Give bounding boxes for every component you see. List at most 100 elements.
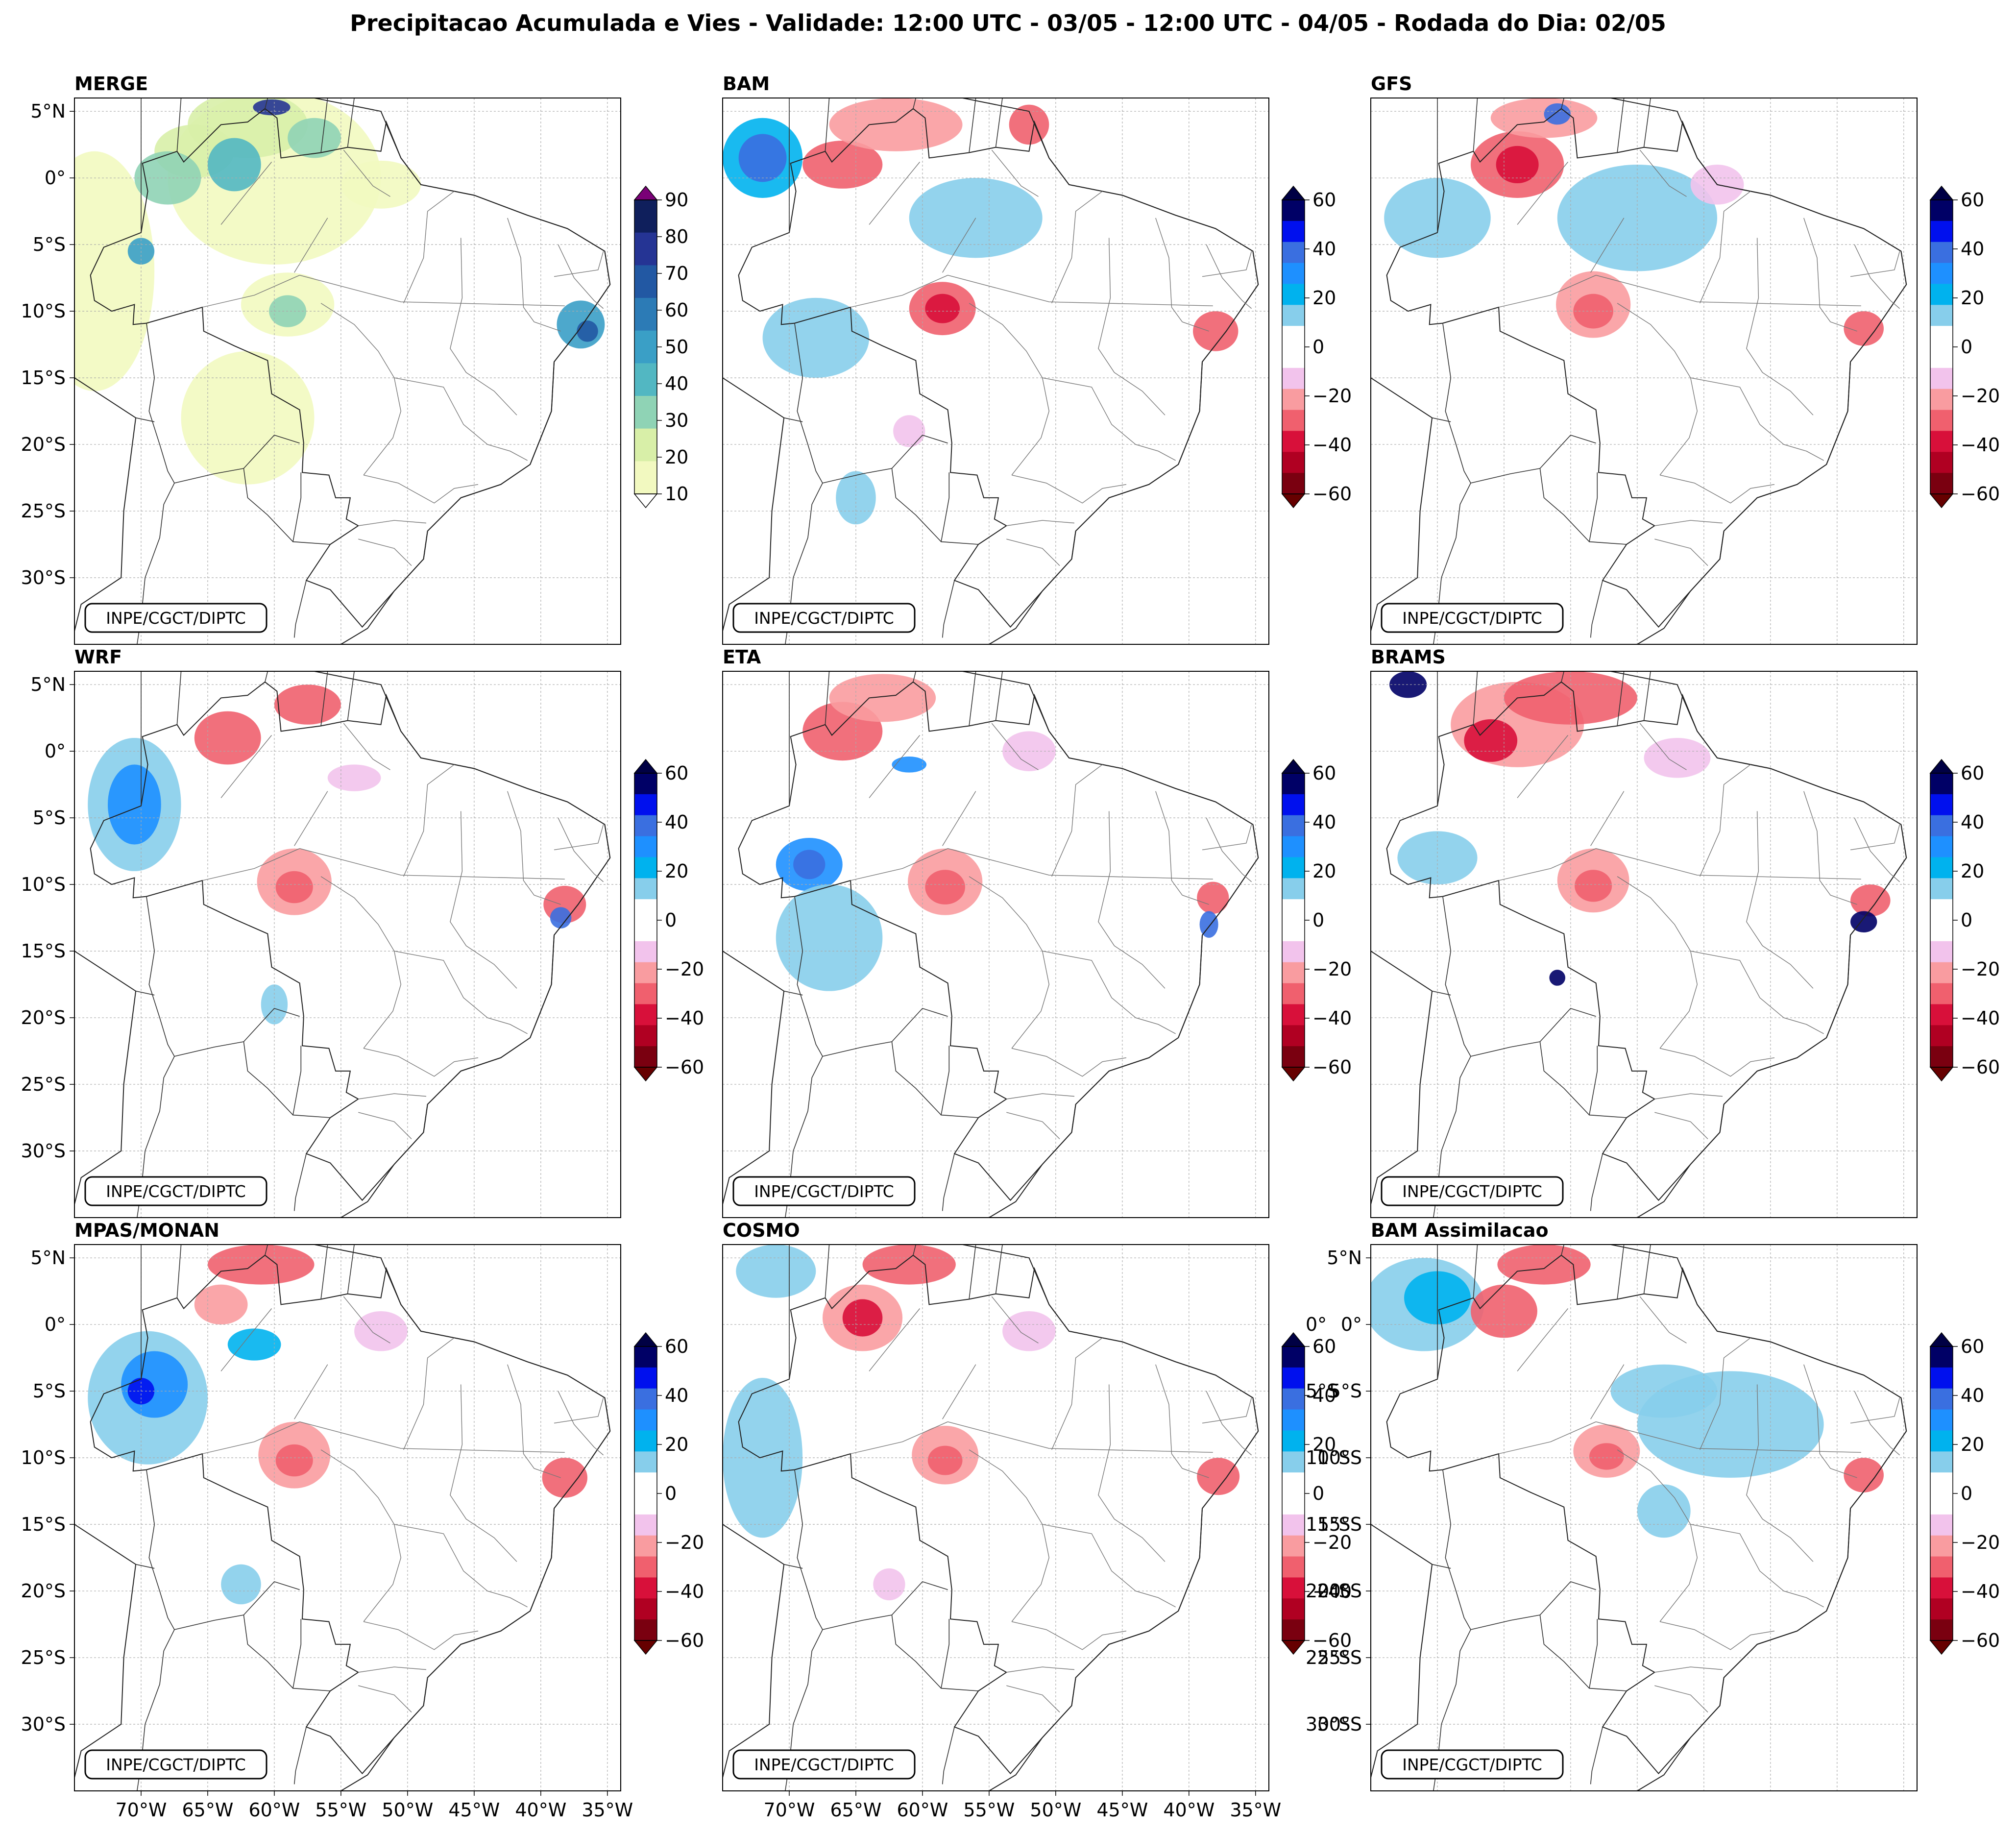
state-border bbox=[1654, 538, 1708, 566]
country-border bbox=[913, 1245, 917, 1255]
lat-tick-label: 20°S bbox=[1317, 1580, 1362, 1602]
credit-frame bbox=[732, 603, 916, 633]
state-border bbox=[1517, 1308, 1569, 1371]
lon-tick-label: 40°W bbox=[1163, 1799, 1214, 1821]
state-border bbox=[1098, 811, 1166, 989]
country-border bbox=[825, 671, 830, 725]
colorbar-bin bbox=[634, 461, 657, 494]
colorbar-bin bbox=[1282, 305, 1305, 326]
colorbar-tick-label: −60 bbox=[1961, 1630, 2000, 1651]
colorbar-tick-label: 60 bbox=[665, 299, 688, 321]
country-border bbox=[243, 1041, 293, 1116]
colorbar-bin bbox=[1930, 1346, 1953, 1368]
state-border bbox=[363, 474, 479, 504]
colorbar-bin bbox=[634, 815, 657, 837]
lat-tick-label: 10°S bbox=[21, 874, 66, 895]
state-border bbox=[969, 1449, 1050, 1622]
state-border bbox=[358, 520, 427, 526]
precip-blob bbox=[253, 99, 291, 116]
country-border bbox=[1539, 1008, 1596, 1042]
precip-blob bbox=[1497, 1245, 1591, 1285]
colorbar-bin bbox=[1282, 284, 1305, 305]
colorbar-extend-min bbox=[1929, 1640, 1954, 1655]
precip-blob bbox=[194, 1284, 248, 1325]
precip-blob bbox=[1002, 1311, 1056, 1351]
precip-blob bbox=[1192, 311, 1239, 351]
lon-tick-label: 50°W bbox=[382, 1799, 433, 1821]
country-border bbox=[891, 435, 948, 469]
precip-blob bbox=[925, 293, 960, 323]
state-border bbox=[1006, 1093, 1075, 1100]
colorbar-bin bbox=[1930, 347, 1953, 368]
colorbar-bin bbox=[1282, 410, 1305, 431]
country-border bbox=[1617, 98, 1625, 153]
colorbar-tick-label: 40 bbox=[1961, 811, 1984, 833]
colorbar-extend-max bbox=[633, 185, 658, 200]
lat-tick-label: 5°S bbox=[33, 1380, 66, 1402]
precip-blob bbox=[1589, 1443, 1624, 1470]
state-border bbox=[1590, 1364, 1625, 1419]
colorbar-bin bbox=[1930, 1025, 1953, 1047]
country-border bbox=[1589, 1619, 1627, 1691]
state-border bbox=[1590, 218, 1625, 273]
colorbar-tick-label: 70 bbox=[665, 263, 688, 284]
precip-blob bbox=[107, 764, 161, 845]
colorbar-bin bbox=[1930, 263, 1953, 284]
lon-tick-label: 55°W bbox=[963, 1799, 1015, 1821]
panel-title: WRF bbox=[74, 646, 122, 668]
colorbar-bin bbox=[1282, 1598, 1305, 1620]
country-border bbox=[891, 1614, 942, 1689]
state-border bbox=[507, 791, 561, 905]
lat-tick-label: 30°S bbox=[1306, 1713, 1350, 1735]
state-border bbox=[1155, 791, 1209, 905]
colorbar-bin bbox=[634, 1025, 657, 1047]
map-background bbox=[74, 1245, 621, 1791]
precip-blob bbox=[829, 674, 936, 722]
lat-tick-label: 30°S bbox=[21, 1713, 66, 1735]
colorbar-bin bbox=[634, 1346, 657, 1368]
colorbar-bin bbox=[1282, 878, 1305, 900]
colorbar-bin bbox=[1282, 794, 1305, 816]
lon-tick-label: 65°W bbox=[182, 1799, 233, 1821]
state-border bbox=[1596, 848, 1861, 880]
country-border bbox=[265, 671, 268, 682]
map-panel-plot: INPE/CGCT/DIPTC BAM bbox=[722, 73, 1269, 645]
colorbar-bin bbox=[1930, 1409, 1953, 1431]
colorbar-tick-label: −60 bbox=[665, 1056, 704, 1078]
colorbar-bin bbox=[634, 1409, 657, 1431]
brazil-border bbox=[90, 681, 611, 1201]
country-border bbox=[292, 1619, 331, 1691]
precip-blob bbox=[550, 907, 572, 929]
credit-box: INPE/CGCT/DIPTC bbox=[732, 603, 916, 633]
state-border bbox=[1617, 1449, 1698, 1622]
colorbar-tick-label: −20 bbox=[1961, 958, 2000, 980]
colorbar-tick-label: 50 bbox=[665, 336, 688, 358]
precip-blob bbox=[1197, 881, 1229, 914]
colorbar-bin bbox=[1282, 220, 1305, 243]
colorbar-bin bbox=[1930, 773, 1953, 795]
state-border bbox=[343, 149, 390, 197]
precip-blob bbox=[74, 151, 155, 391]
lat-tick-label: 0° bbox=[45, 740, 66, 762]
map-area bbox=[723, 98, 1269, 644]
state-border bbox=[991, 1296, 1039, 1344]
colorbar-tick-label: 20 bbox=[665, 860, 688, 882]
country-border bbox=[292, 472, 331, 545]
country-border bbox=[176, 1245, 182, 1298]
country-border bbox=[135, 990, 155, 996]
lat-tick-label: 25°S bbox=[21, 500, 66, 522]
state-border bbox=[1654, 1093, 1723, 1100]
country-border bbox=[794, 896, 823, 1057]
colorbar-bin bbox=[1930, 1619, 1953, 1641]
precip-blob bbox=[1009, 104, 1049, 145]
brazil-border bbox=[738, 1254, 1259, 1775]
colorbar-tick-label: 40 bbox=[1312, 1385, 1336, 1406]
map-background bbox=[1371, 671, 1917, 1218]
lon-tick-label: 45°W bbox=[1096, 1799, 1148, 1821]
colorbar-bin bbox=[1930, 367, 1953, 390]
state-border bbox=[850, 275, 948, 308]
precip-blob bbox=[829, 98, 963, 151]
country-border bbox=[293, 580, 307, 638]
colorbar-bin bbox=[1282, 326, 1305, 347]
colorbar-bin bbox=[634, 298, 657, 331]
